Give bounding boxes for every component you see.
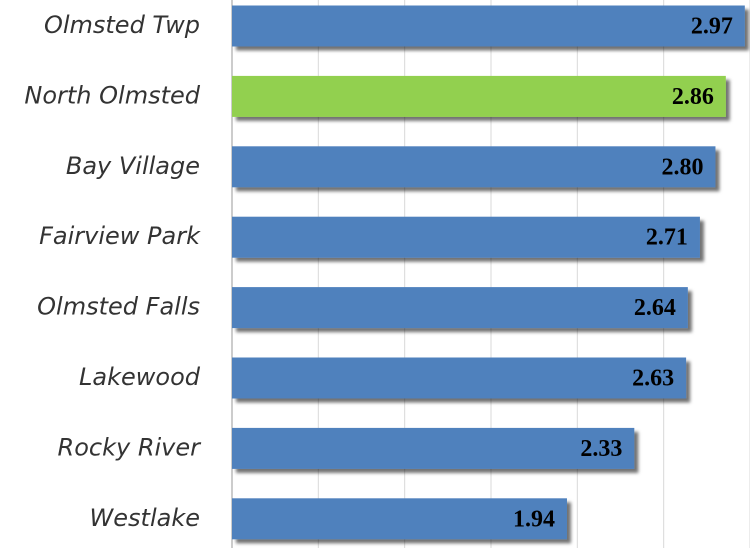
bar xyxy=(232,5,745,47)
value-label: 2.64 xyxy=(634,295,676,321)
bar xyxy=(232,427,635,469)
category-label: Olmsted Falls xyxy=(37,293,200,321)
bar xyxy=(232,75,726,117)
value-label: 2.97 xyxy=(691,14,733,40)
bar xyxy=(232,498,567,540)
value-label: 2.33 xyxy=(580,436,622,462)
value-label: 2.80 xyxy=(661,154,703,180)
category-label: Bay Village xyxy=(66,152,200,180)
value-label: 2.71 xyxy=(646,225,688,251)
category-label: North Olmsted xyxy=(24,81,200,109)
bar xyxy=(232,146,716,188)
value-label: 2.63 xyxy=(632,366,674,392)
bar xyxy=(232,287,688,329)
bar xyxy=(232,216,700,258)
category-label: Olmsted Twp xyxy=(44,11,200,39)
category-label: Rocky River xyxy=(58,433,203,461)
category-label: Westlake xyxy=(90,504,200,532)
category-label: Lakewood xyxy=(79,363,201,391)
category-label: Fairview Park xyxy=(39,222,201,250)
bar xyxy=(232,357,687,399)
value-label: 2.86 xyxy=(672,84,714,110)
value-label: 1.94 xyxy=(513,506,555,532)
